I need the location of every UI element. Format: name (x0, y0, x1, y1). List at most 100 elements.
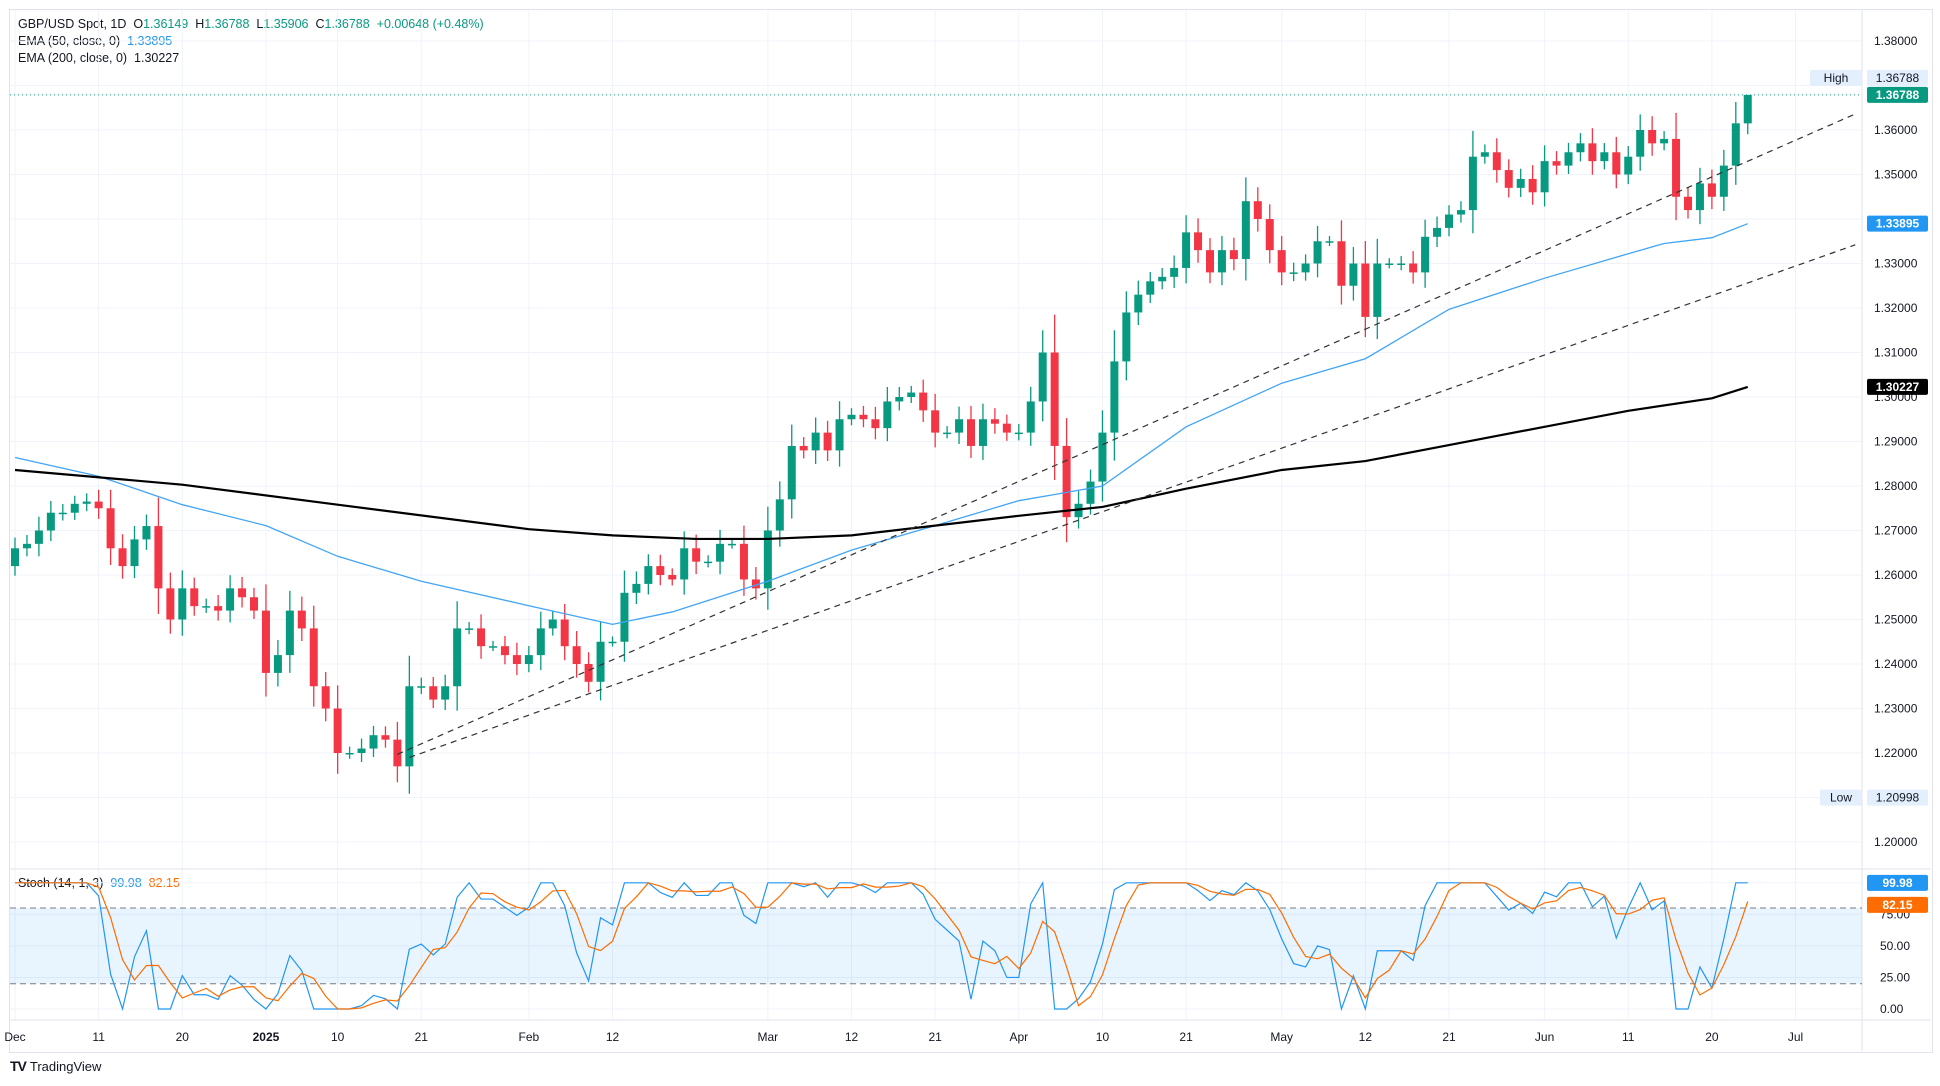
candle-body (1719, 165, 1728, 197)
candle-body (1349, 263, 1358, 286)
date-tick-label: 11 (92, 1030, 105, 1044)
candle-body (811, 432, 820, 451)
candle (1038, 330, 1047, 422)
candle (883, 386, 892, 442)
candle (417, 677, 426, 695)
candle (1456, 201, 1465, 223)
candle (1636, 114, 1645, 171)
candle (1516, 168, 1525, 198)
candle (142, 514, 151, 550)
candle-body (990, 419, 999, 424)
candle (94, 489, 103, 519)
last-price-badge-text: 1.36788 (1876, 88, 1920, 102)
candle-body (1552, 161, 1561, 166)
high-tag: High (1810, 69, 1862, 86)
candle-body (465, 628, 474, 630)
candle-body (273, 655, 282, 673)
high-value-badge-text: 1.36788 (1876, 71, 1920, 85)
candle (1002, 414, 1011, 441)
date-tick-label: 21 (1179, 1030, 1193, 1044)
date-tick-label: 20 (1705, 1030, 1719, 1044)
candle-body (238, 588, 247, 598)
candle-body (321, 686, 330, 709)
candle (704, 555, 713, 568)
candle (1014, 423, 1023, 441)
candle-body (1504, 170, 1513, 188)
brand-name: TradingView (29, 1058, 102, 1074)
candle (1397, 255, 1406, 271)
candle-body (1146, 281, 1155, 295)
date-tick-label: Dec (4, 1030, 25, 1044)
candle (907, 385, 916, 404)
candle (1349, 247, 1358, 301)
stoch-d-badge-text: 82.15 (1882, 898, 1912, 912)
candle (1612, 136, 1621, 189)
date-tick-label: 21 (928, 1030, 942, 1044)
candle (11, 537, 19, 576)
price-tick-label: 1.33000 (1874, 257, 1918, 271)
candle (1660, 131, 1669, 151)
candle (1301, 254, 1310, 281)
candle-body (1684, 196, 1692, 211)
candle-body (620, 592, 629, 642)
candle (955, 406, 964, 445)
candle (1373, 238, 1382, 340)
close-label: C (315, 17, 325, 31)
candle-body (1038, 352, 1047, 402)
candle-body (1612, 152, 1621, 175)
candle (214, 595, 223, 621)
legend-ema200-row[interactable]: EMA (200, close, 0) 1.30227 (18, 51, 179, 65)
candle-body (919, 392, 928, 411)
candle-body (381, 735, 390, 740)
candle-body (680, 548, 689, 580)
price-tick-label: 1.23000 (1874, 702, 1918, 716)
date-tick-label: Feb (519, 1030, 540, 1044)
date-tick-label: 10 (331, 1030, 345, 1044)
candle (895, 386, 904, 411)
date-tick-label: Jun (1535, 1030, 1554, 1044)
candle (261, 584, 270, 697)
date-tick-label: 21 (1442, 1030, 1456, 1044)
candle-body (1636, 130, 1645, 157)
candle (847, 408, 856, 426)
open-value: 1.36149 (143, 17, 189, 31)
candle-body (1624, 156, 1633, 175)
candle-body (1480, 152, 1489, 157)
candle-body (1062, 445, 1071, 518)
candle (309, 605, 318, 707)
candle-body (1229, 250, 1238, 260)
candle-body (70, 503, 79, 513)
candle-body (250, 597, 258, 611)
candle (226, 575, 235, 623)
candle (34, 516, 43, 557)
candle-body (1516, 178, 1525, 188)
candle (859, 405, 868, 428)
candle (871, 406, 880, 440)
stoch-k-badge-bg (1867, 874, 1928, 891)
candle (1122, 291, 1131, 381)
ema200-badge-bg (1867, 378, 1928, 395)
candle (919, 379, 928, 422)
candle (333, 685, 342, 774)
candle-body (1564, 152, 1573, 166)
candle-body (429, 686, 438, 700)
candle (453, 601, 462, 711)
candle (1600, 143, 1609, 170)
date-tick-label: 12 (606, 1030, 620, 1044)
candle-body (202, 606, 211, 608)
candle-body (871, 419, 880, 429)
candle-body (489, 646, 497, 648)
price-tick-label: 1.31000 (1874, 346, 1918, 360)
ema50-badge-bg (1867, 215, 1928, 232)
candle (1313, 225, 1322, 278)
candles (11, 94, 1752, 794)
candle (58, 504, 67, 521)
candle-body (453, 628, 462, 687)
candle (1206, 238, 1214, 284)
candle (620, 570, 629, 662)
candle-body (632, 583, 641, 593)
candle-body (704, 561, 713, 564)
candle (680, 531, 689, 595)
candle (967, 405, 975, 458)
